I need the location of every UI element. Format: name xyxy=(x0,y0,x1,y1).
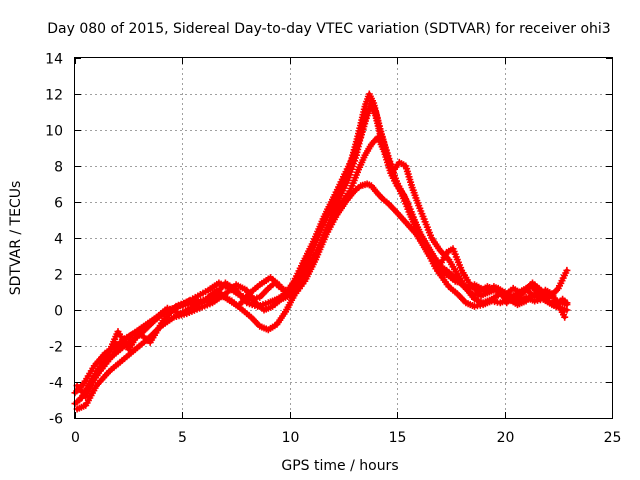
chart-title: Day 080 of 2015, Sidereal Day-to-day VTE… xyxy=(47,21,610,37)
series-line xyxy=(75,135,567,399)
series-layer xyxy=(71,90,571,413)
y-tick-label: 12 xyxy=(45,88,63,104)
data-point xyxy=(561,313,569,321)
x-axis-label: GPS time / hours xyxy=(281,458,398,474)
y-tick-label: 6 xyxy=(54,196,63,212)
series-track-4 xyxy=(75,97,571,404)
series-track-3 xyxy=(73,103,571,413)
data-point xyxy=(563,299,571,307)
grid-layer xyxy=(75,58,612,418)
series-line xyxy=(77,99,569,402)
tick-layer: 0 5 10 15 20 25 -6 -4 -2 0 2 4 6 8 10 12 14 xyxy=(45,52,621,447)
y-tick-label: 10 xyxy=(45,124,63,140)
data-point xyxy=(563,266,571,274)
y-tick-label: 2 xyxy=(54,268,63,284)
y-tick-label: 4 xyxy=(54,232,63,248)
x-tick-label: 25 xyxy=(604,430,622,446)
x-tick-label: 0 xyxy=(71,430,80,446)
y-tick-label: 8 xyxy=(54,160,63,176)
y-tick-label: 14 xyxy=(45,52,63,68)
series-line xyxy=(75,104,569,411)
plot-frame xyxy=(74,57,613,419)
data-point xyxy=(563,306,571,314)
x-tick-label: 15 xyxy=(389,430,407,446)
x-tick-label: 10 xyxy=(282,430,300,446)
y-tick-label: -6 xyxy=(49,412,63,428)
y-axis-label: SDTVAR / TECUs xyxy=(8,181,24,296)
series-track-5 xyxy=(73,133,569,400)
x-tick-label: 5 xyxy=(178,430,187,446)
y-tick-label: -2 xyxy=(49,340,63,356)
x-tick-label: 20 xyxy=(497,430,515,446)
y-tick-label: -4 xyxy=(49,376,63,392)
y-tick-label: 0 xyxy=(54,304,63,320)
